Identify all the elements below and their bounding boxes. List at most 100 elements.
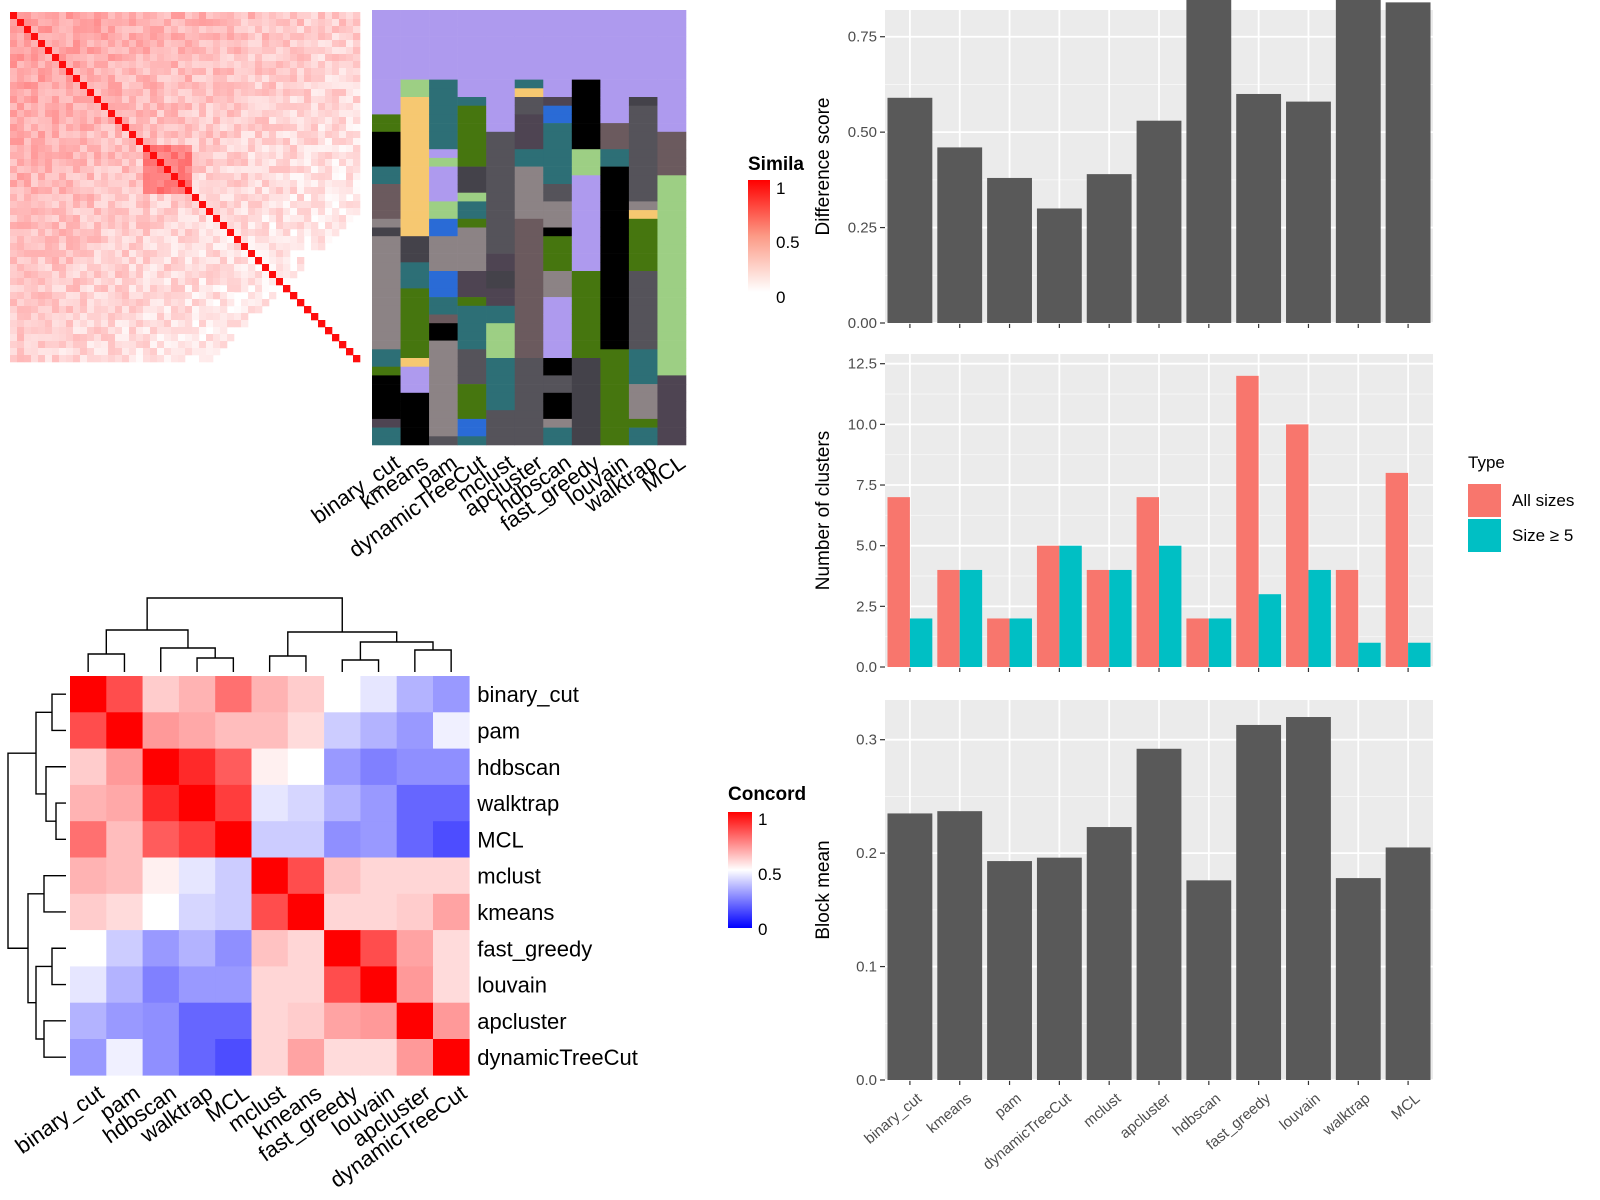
similarity-cell xyxy=(325,194,333,202)
concordance-row-label: pam xyxy=(477,718,520,743)
similarity-cell xyxy=(192,166,200,174)
cluster-cell xyxy=(400,340,430,350)
concordance-dendrogram xyxy=(7,597,452,1058)
similarity-cell xyxy=(87,47,95,55)
similarity-cell xyxy=(206,348,214,356)
similarity-cell xyxy=(38,96,46,104)
similarity-cell xyxy=(164,271,172,279)
similarity-cell xyxy=(101,103,109,111)
similarity-cell xyxy=(52,299,60,307)
similarity-cell xyxy=(24,306,32,314)
concordance-row-label: mclust xyxy=(477,864,541,889)
similarity-cell xyxy=(199,257,207,265)
similarity-cell xyxy=(38,40,46,48)
similarity-cell xyxy=(234,47,242,55)
similarity-cell xyxy=(52,152,60,160)
cluster-cell xyxy=(571,358,601,367)
similarity-cell xyxy=(283,75,291,83)
similarity-cell xyxy=(227,110,235,118)
similarity-cell xyxy=(143,264,151,272)
bar xyxy=(1208,618,1232,667)
similarity-cell xyxy=(52,68,60,76)
similarity-cell xyxy=(94,180,102,188)
similarity-cell xyxy=(255,194,263,202)
cluster-cell xyxy=(571,184,601,193)
similarity-cell xyxy=(192,243,200,251)
bar xyxy=(1086,827,1132,1080)
cluster-cell xyxy=(372,27,401,37)
similarity-cell xyxy=(150,54,158,62)
similarity-cell xyxy=(101,222,109,230)
similarity-cell xyxy=(290,40,298,48)
similarity-cell xyxy=(269,89,277,97)
concordance-cell xyxy=(142,1039,180,1076)
concordance-cell xyxy=(106,966,143,1003)
similarity-cell xyxy=(73,229,81,237)
similarity-cell xyxy=(325,327,333,335)
similarity-cell xyxy=(171,271,179,279)
similarity-cell xyxy=(227,89,235,97)
similarity-cell xyxy=(185,124,193,132)
similarity-cell xyxy=(276,257,284,265)
similarity-cell xyxy=(31,222,39,230)
similarity-cell xyxy=(129,250,137,258)
concordance-cell xyxy=(142,821,180,858)
cluster-cell xyxy=(372,97,401,106)
similarity-cell xyxy=(31,201,39,209)
cluster-cell xyxy=(628,184,658,193)
similarity-cell xyxy=(150,40,158,48)
similarity-cell xyxy=(31,208,39,216)
similarity-cell xyxy=(269,194,277,202)
similarity-cell xyxy=(52,292,60,300)
concordance-cell xyxy=(360,930,397,967)
similarity-cell xyxy=(199,145,207,153)
cluster-cell xyxy=(628,262,658,272)
similarity-cell xyxy=(276,187,284,195)
similarity-cell xyxy=(38,103,46,111)
cluster-cell xyxy=(400,375,430,385)
similarity-cell xyxy=(108,348,116,356)
similarity-cell xyxy=(164,159,172,167)
similarity-cell xyxy=(17,271,25,279)
similarity-cell xyxy=(346,124,354,132)
similarity-cell xyxy=(73,131,81,139)
similarity-cell xyxy=(115,19,123,27)
cluster-cell xyxy=(600,62,630,72)
bar xyxy=(937,811,983,1080)
similarity-cell xyxy=(199,40,207,48)
similarity-cell xyxy=(311,145,319,153)
similarity-cell xyxy=(31,236,39,244)
similarity-cell xyxy=(157,306,165,314)
concordance-row-label: binary_cut xyxy=(477,682,579,707)
similarity-cell xyxy=(31,89,39,97)
similarity-cell xyxy=(346,26,354,34)
similarity-cell xyxy=(206,194,214,202)
similarity-cell xyxy=(59,229,67,237)
similarity-cell xyxy=(346,145,354,153)
similarity-cell xyxy=(80,194,88,202)
similarity-cell xyxy=(17,257,25,265)
similarity-cell xyxy=(290,47,298,55)
cluster-cell xyxy=(429,201,458,211)
similarity-cell xyxy=(353,26,361,34)
similarity-legend: Simila 1 0.5 0 xyxy=(748,154,804,307)
similarity-cell xyxy=(192,68,200,76)
cluster-cell xyxy=(457,53,487,63)
cluster-cell xyxy=(600,140,630,150)
similarity-cell xyxy=(59,159,67,167)
similarity-cell xyxy=(129,222,137,230)
similarity-cell xyxy=(199,208,207,216)
similarity-cell xyxy=(346,215,354,223)
cluster-cell xyxy=(514,384,544,394)
y-tick-label: 12.5 xyxy=(848,356,877,373)
similarity-cell xyxy=(276,278,284,286)
similarity-cell xyxy=(122,152,130,160)
similarity-cell xyxy=(59,110,67,118)
similarity-cell xyxy=(10,355,18,363)
similarity-cell xyxy=(227,54,235,62)
similarity-cell xyxy=(164,124,172,132)
similarity-cell xyxy=(38,222,46,230)
similarity-cell xyxy=(234,271,242,279)
concordance-cell xyxy=(215,930,252,967)
similarity-cell xyxy=(171,292,179,300)
